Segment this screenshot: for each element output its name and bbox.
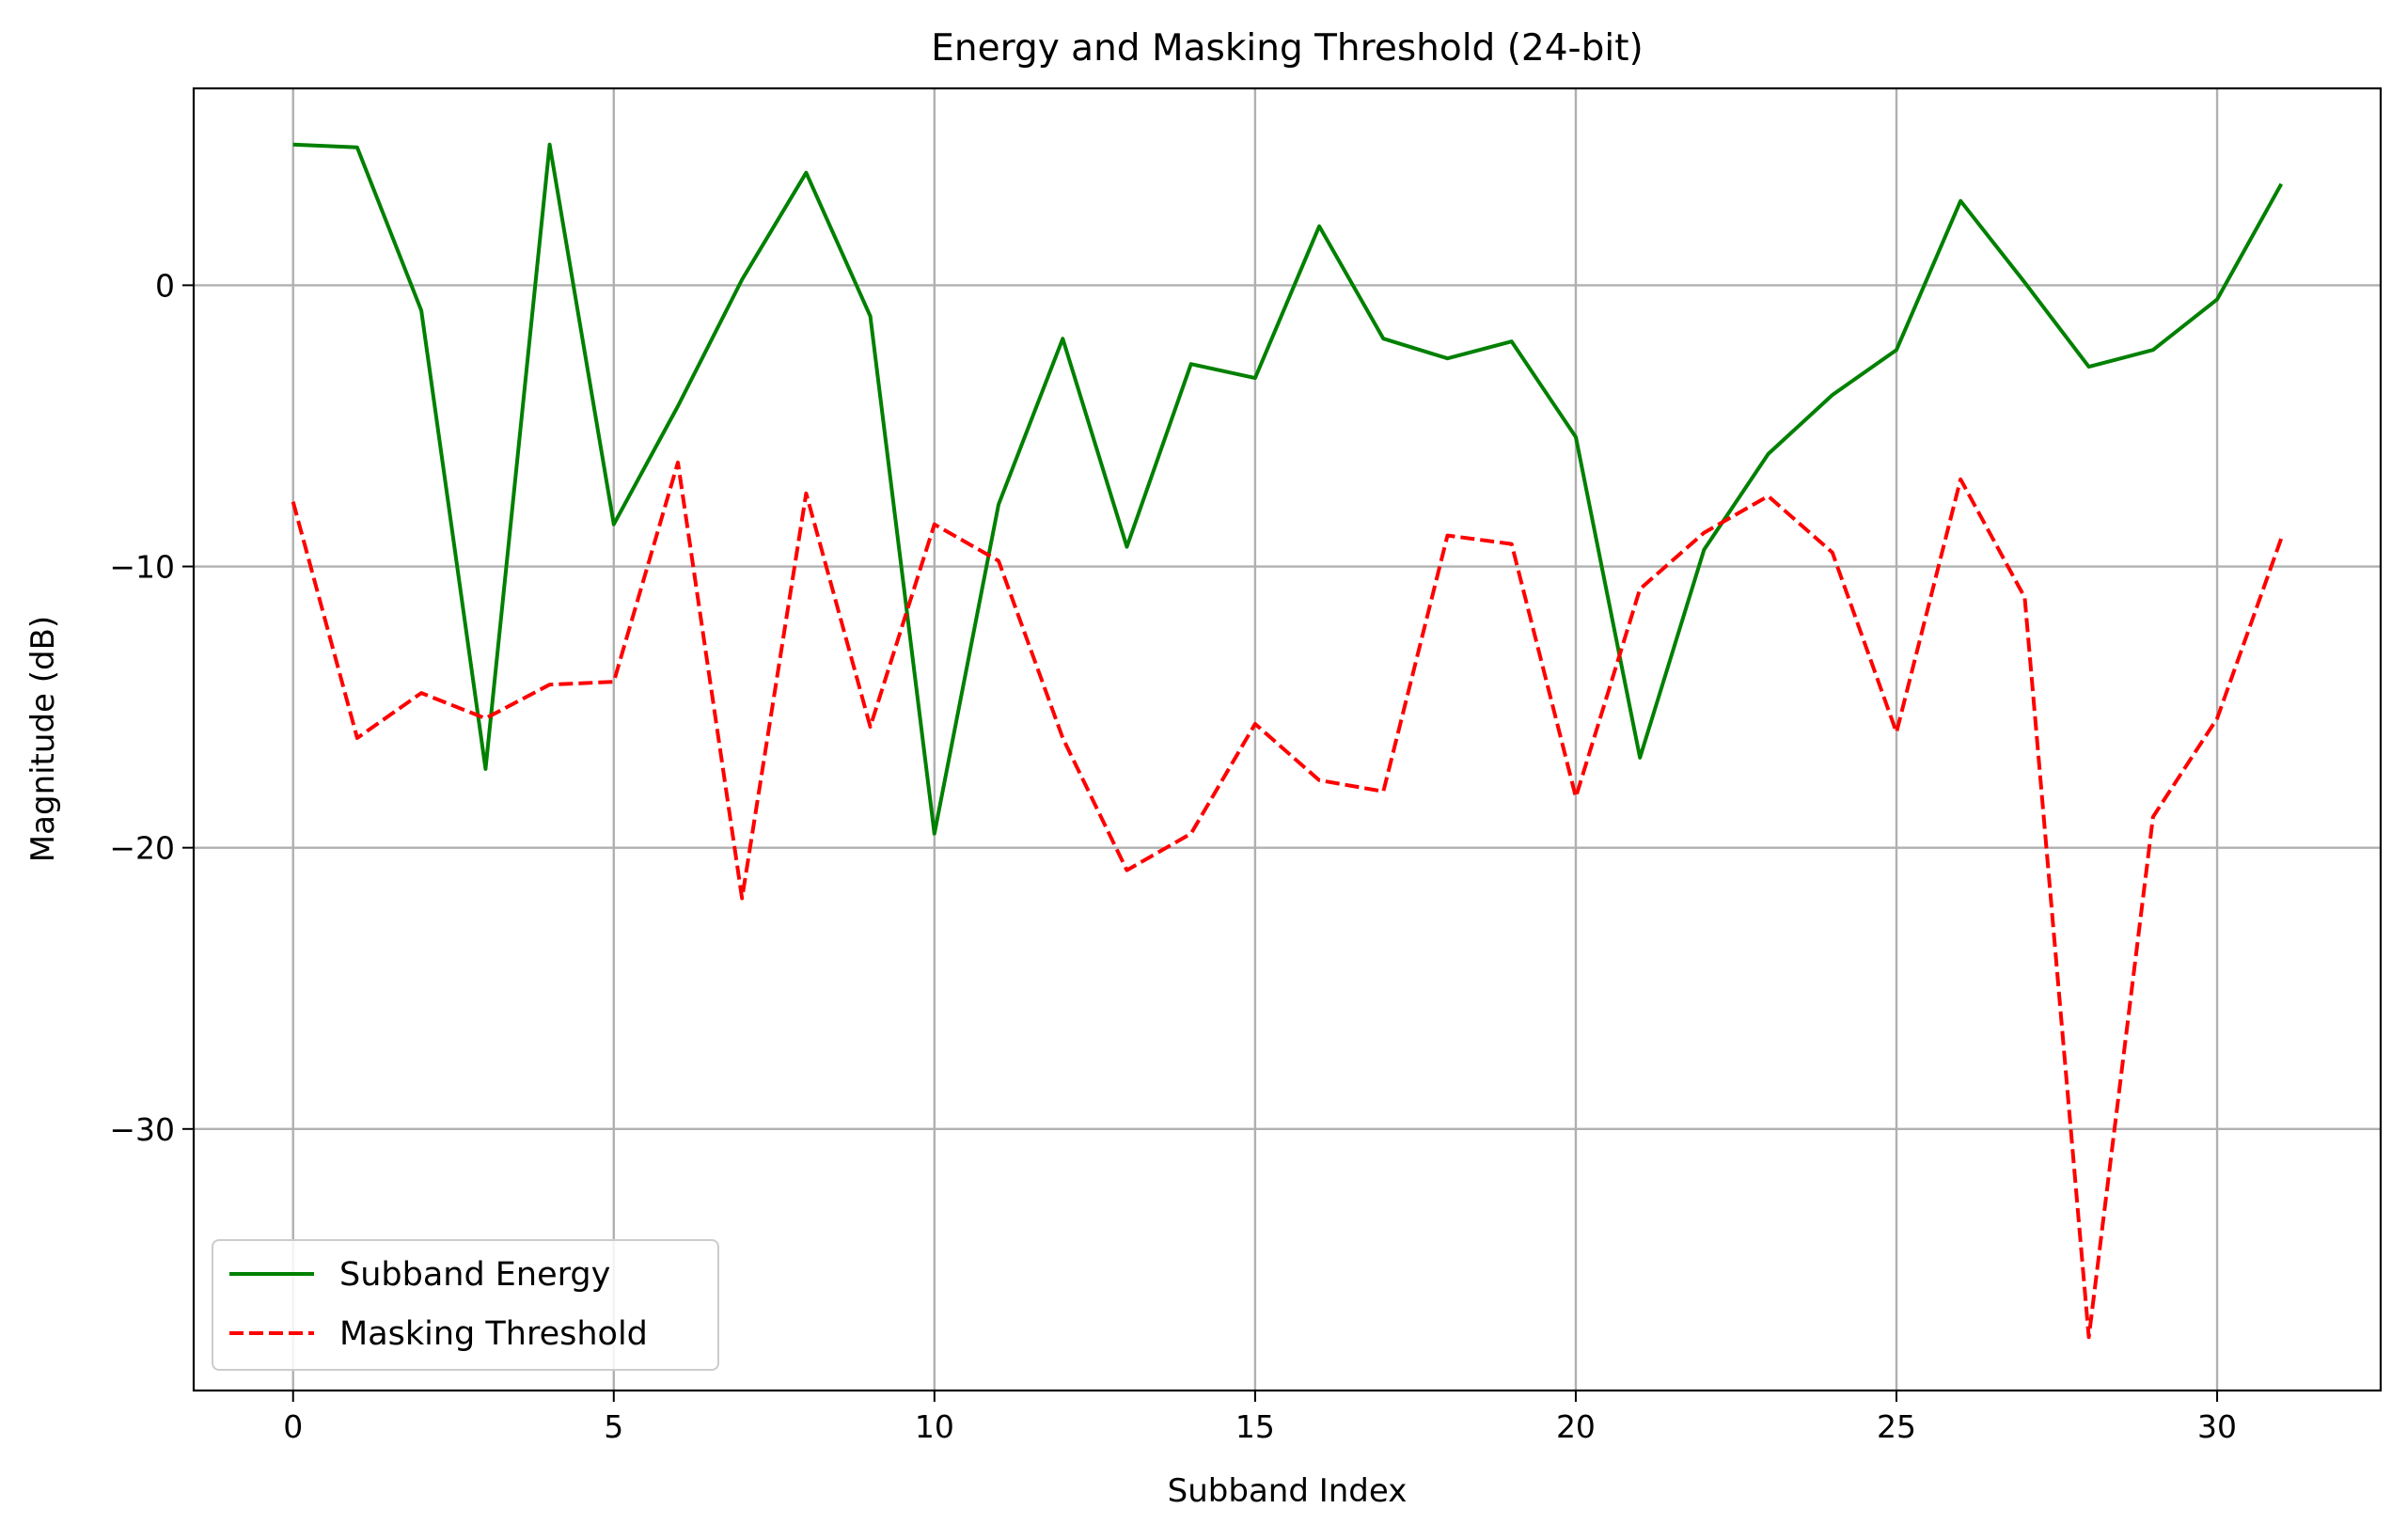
x-axis-ticks: 0 5 10 15 20 25 30 [283,1391,2237,1445]
x-tick-label: 0 [283,1408,303,1445]
x-tick-label: 15 [1235,1408,1275,1445]
y-axis-label: Magnitude (dB) [24,616,62,862]
x-tick-label: 20 [1556,1408,1596,1445]
x-tick-label: 5 [604,1408,623,1445]
plot-area-frame [192,86,2383,1392]
legend-box [212,1239,719,1371]
series-lines [291,142,2284,1340]
y-tick-label: 0 [155,267,175,304]
legend-label-masking-threshold: Masking Threshold [339,1315,648,1353]
y-tick-label: −10 [109,549,175,586]
legend-label-subband-energy: Subband Energy [339,1256,610,1294]
grid-lines [194,88,2381,1391]
series-line-subband-energy [292,142,2284,836]
chart-title: Energy and Masking Threshold (24-bit) [931,27,1643,70]
y-tick-label: −30 [109,1111,175,1148]
series-line-masking-threshold [291,460,2284,1340]
x-tick-label: 10 [915,1408,954,1445]
x-axis-label: Subband Index [1168,1472,1408,1510]
legend: Subband Energy Masking Threshold [212,1239,719,1371]
x-tick-label: 30 [2197,1408,2237,1445]
y-tick-label: −20 [109,830,175,867]
x-tick-label: 25 [1877,1408,1916,1445]
y-axis-ticks: 0 −10 −20 −30 [109,267,194,1148]
